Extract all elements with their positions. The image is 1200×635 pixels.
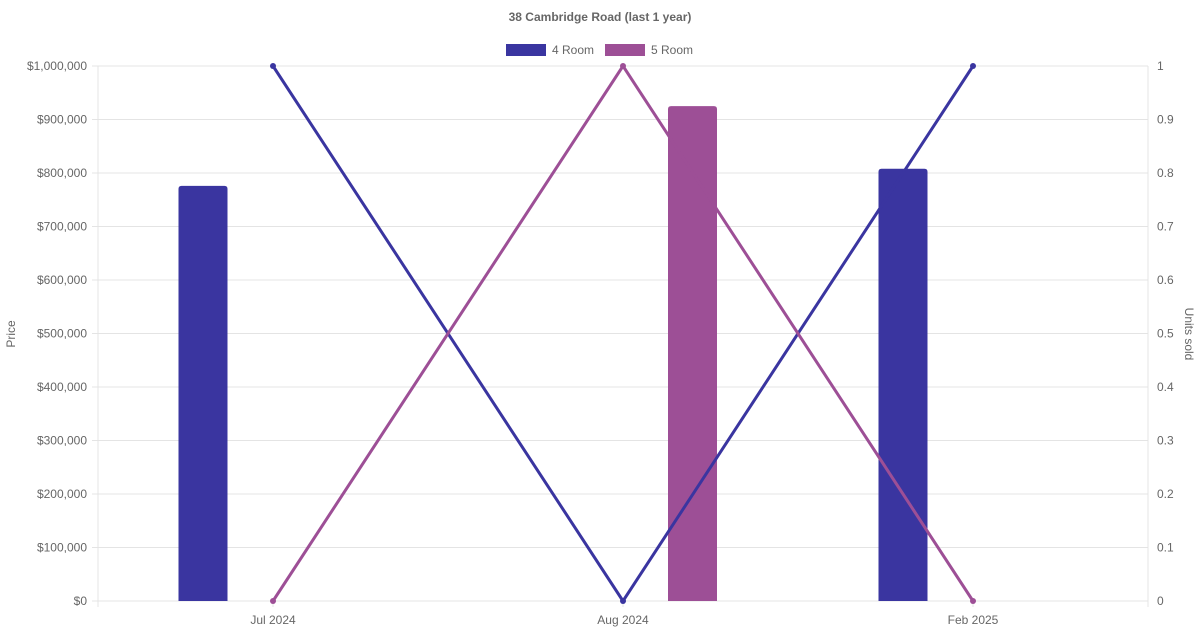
y-left-tick-label: $600,000 <box>37 273 87 287</box>
y-right-tick-label: 0.7 <box>1157 220 1174 234</box>
y-left-tick-label: $0 <box>74 594 88 608</box>
legend-item-4-room[interactable]: 4 Room <box>506 43 594 57</box>
y-right-tick-label: 0 <box>1157 594 1164 608</box>
chart-title: 38 Cambridge Road (last 1 year) <box>509 10 692 24</box>
bar-layer <box>178 106 928 601</box>
y-left-tick-label: $700,000 <box>37 220 87 234</box>
grid-layer <box>92 65 1149 607</box>
y-left-tick-label: $400,000 <box>37 380 87 394</box>
y-right-tick-label: 0.9 <box>1157 113 1174 127</box>
legend-label: 5 Room <box>651 43 693 57</box>
legend-label: 4 Room <box>552 43 594 57</box>
bar-4-room[interactable] <box>878 168 928 601</box>
y-right-tick-label: 0.5 <box>1157 327 1174 341</box>
y-right-axis-title: Units sold <box>1182 308 1196 361</box>
line-layer <box>270 63 976 604</box>
y-right-tick-label: 0.1 <box>1157 541 1174 555</box>
bar-5-room[interactable] <box>668 106 717 601</box>
line-point-4-room[interactable] <box>970 63 976 69</box>
legend[interactable]: 4 Room 5 Room <box>506 43 693 57</box>
line-point-4-room[interactable] <box>620 598 626 604</box>
y-right-tick-label: 0.8 <box>1157 166 1174 180</box>
y-left-tick-label: $100,000 <box>37 541 87 555</box>
y-right-tick-label: 0.2 <box>1157 487 1174 501</box>
y-right-tick-label: 0.3 <box>1157 434 1174 448</box>
line-point-5-room[interactable] <box>620 63 626 69</box>
x-tick-label: Aug 2024 <box>597 613 649 627</box>
y-left-axis-title: Price <box>4 320 18 348</box>
line-point-4-room[interactable] <box>270 63 276 69</box>
line-point-5-room[interactable] <box>970 598 976 604</box>
x-tick-label: Jul 2024 <box>250 613 296 627</box>
line-point-5-room[interactable] <box>270 598 276 604</box>
x-tick-label: Feb 2025 <box>948 613 999 627</box>
legend-swatch <box>506 44 546 56</box>
y-left-tick-label: $800,000 <box>37 166 87 180</box>
legend-swatch <box>605 44 645 56</box>
bar-4-room[interactable] <box>178 185 228 601</box>
y-left-tick-label: $200,000 <box>37 487 87 501</box>
y-right-tick-label: 0.4 <box>1157 380 1174 394</box>
y-left-tick-label: $1,000,000 <box>27 59 87 73</box>
y-right-tick-label: 1 <box>1157 59 1164 73</box>
axis-layer: $0 0 $100,000 0.1 $200,000 0.2 $300,000 0.3 $400… <box>27 59 1174 627</box>
legend-item-5-room[interactable]: 5 Room <box>605 43 693 57</box>
y-left-tick-label: $300,000 <box>37 434 87 448</box>
y-left-tick-label: $900,000 <box>37 113 87 127</box>
y-right-tick-label: 0.6 <box>1157 273 1174 287</box>
y-left-tick-label: $500,000 <box>37 327 87 341</box>
